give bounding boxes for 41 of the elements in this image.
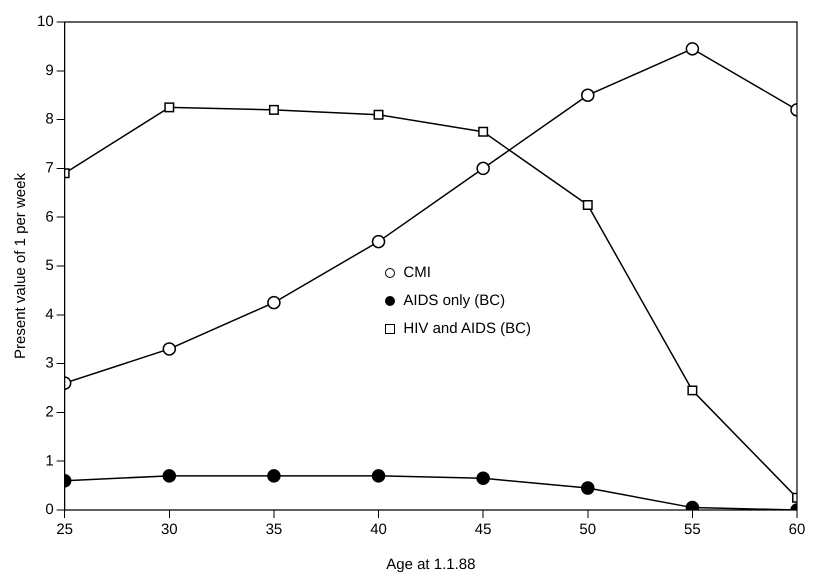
legend-label: AIDS only (BC) xyxy=(403,290,506,311)
y-tick-label: 9 xyxy=(45,62,54,79)
y-axis-title: Present value of 1 per week xyxy=(12,172,30,359)
point xyxy=(687,385,698,396)
x-tick-label: 40 xyxy=(370,521,387,538)
point xyxy=(267,469,281,483)
point xyxy=(164,102,174,112)
point xyxy=(686,42,700,56)
point xyxy=(162,469,176,483)
x-axis-title: Age at 1.1.88 xyxy=(386,556,476,574)
x-tick-label: 30 xyxy=(160,521,178,538)
legend-label: HIV and AIDS (BC) xyxy=(403,318,531,339)
point xyxy=(582,200,593,210)
point xyxy=(372,234,386,248)
y-tick-label: 3 xyxy=(45,354,54,372)
point xyxy=(372,469,386,483)
point xyxy=(476,162,490,176)
point xyxy=(478,126,488,137)
x-tick-label: 55 xyxy=(684,521,701,538)
y-tick-label: 2 xyxy=(45,404,54,421)
point xyxy=(268,104,279,115)
legend-label: CMI xyxy=(403,262,431,283)
y-tick-label: 1 xyxy=(45,452,54,470)
x-tick-label: 50 xyxy=(579,521,596,538)
x-tick-label: 35 xyxy=(266,521,282,538)
x-tick-label: 25 xyxy=(56,521,74,538)
point xyxy=(267,296,281,310)
x-tick-label: 45 xyxy=(474,521,492,538)
y-tick-label: 8 xyxy=(45,110,54,128)
y-tick-label: 10 xyxy=(36,13,54,30)
y-tick-label: 5 xyxy=(45,257,54,274)
y-tick-label: 4 xyxy=(45,306,54,323)
point xyxy=(162,342,176,356)
point xyxy=(476,472,490,486)
y-tick-label: 6 xyxy=(45,208,54,226)
y-tick-label: 7 xyxy=(45,160,54,177)
x-tick-label: 60 xyxy=(788,521,806,538)
point xyxy=(581,88,595,102)
point xyxy=(581,481,595,495)
y-tick-label: 0 xyxy=(45,501,54,518)
point xyxy=(374,110,384,120)
